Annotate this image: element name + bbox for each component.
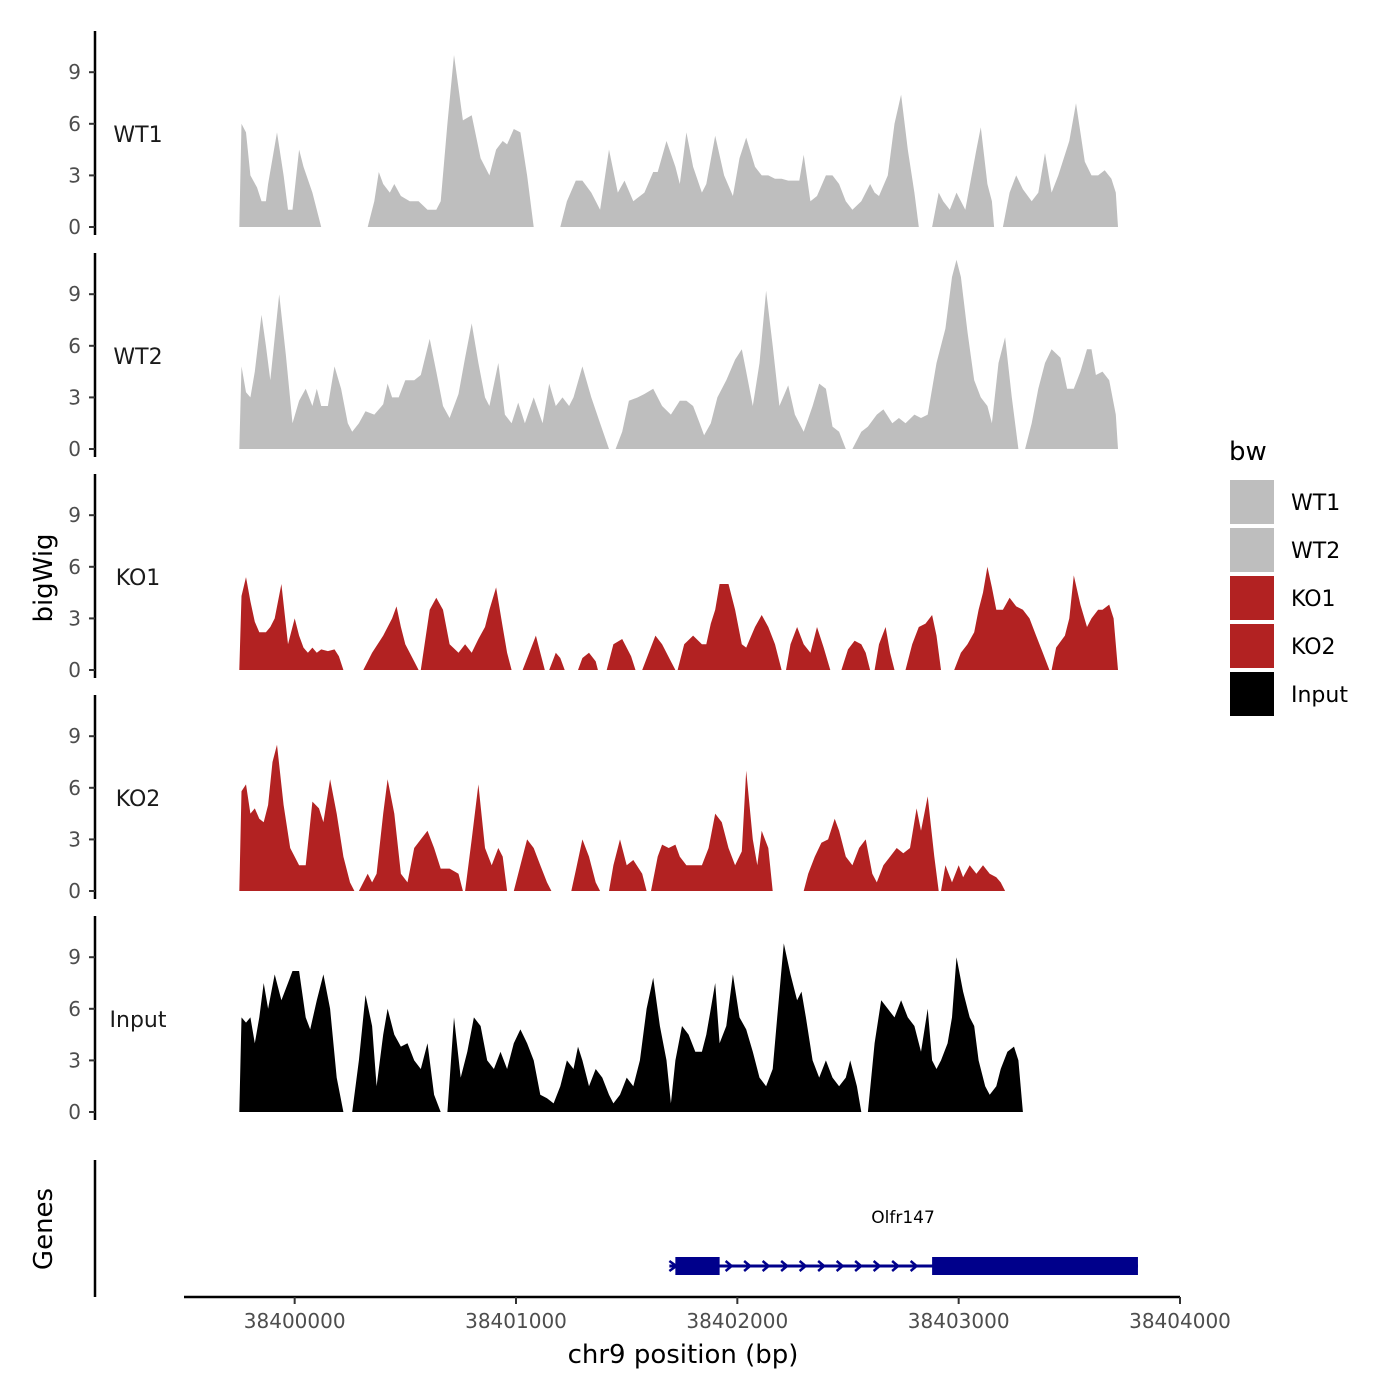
strand-arrow	[817, 1260, 827, 1272]
y-tick-label: 0	[68, 437, 81, 461]
y-tick-label: 9	[68, 60, 81, 84]
y-tick-label: 6	[68, 776, 81, 800]
legend-item-ko1: KO1	[1230, 576, 1336, 620]
legend-label: WT2	[1291, 539, 1340, 564]
x-tick-label: 38403000	[908, 1309, 1010, 1333]
legend-swatch	[1230, 528, 1274, 572]
legend-label: KO2	[1291, 635, 1336, 660]
legend-swatch	[1230, 576, 1274, 620]
genes-track-title: Genes	[29, 1188, 59, 1270]
y-tick-label: 3	[68, 827, 81, 851]
legend-title: bw	[1229, 437, 1267, 467]
legend-label: KO1	[1291, 587, 1336, 612]
y-tick-label: 0	[68, 215, 81, 239]
track-ko1: 0 3 6 9 KO1	[68, 474, 1119, 682]
y-tick-label: 0	[68, 1100, 81, 1124]
strand-arrow	[835, 1260, 845, 1272]
gene-exon	[932, 1257, 1138, 1275]
track-label: KO2	[116, 787, 161, 812]
y-tick-label: 6	[68, 112, 81, 136]
strand-arrow	[891, 1260, 901, 1272]
y-tick-label: 6	[68, 997, 81, 1021]
y-tick-label: 3	[68, 163, 81, 187]
strand-arrow	[872, 1260, 882, 1272]
gene-exon	[675, 1257, 720, 1275]
strand-arrow	[780, 1260, 790, 1272]
signal-area-ko2	[239, 744, 1006, 891]
legend-swatch	[1230, 480, 1274, 524]
legend-item-input: Input	[1230, 672, 1348, 716]
gene-label: Olfr147	[871, 1208, 935, 1228]
y-tick-label: 0	[68, 879, 81, 903]
x-tick-label: 38401000	[465, 1309, 567, 1333]
signal-area-input	[239, 943, 1023, 1112]
legend-swatch	[1230, 672, 1274, 716]
x-tick-label: 38404000	[1129, 1309, 1231, 1333]
track-wt1: 0 3 6 9 WT1	[68, 31, 1119, 239]
tracks-layer: 0 3 6 9 WT1 0 3 6 9 WT2 0 3 6 9 KO1 0 3 6 9 KO2 0 3 6 9 Input	[68, 31, 1119, 1124]
strand-arrow	[798, 1260, 808, 1272]
strand-arrow	[724, 1260, 734, 1272]
x-axis-title: chr9 position (bp)	[568, 1340, 799, 1370]
y-tick-label: 0	[68, 658, 81, 682]
track-label: KO1	[116, 566, 161, 591]
legend-item-wt2: WT2	[1230, 528, 1340, 572]
legend-label: Input	[1291, 683, 1348, 708]
x-tick-label: 38402000	[686, 1309, 788, 1333]
y-tick-label: 3	[68, 1048, 81, 1072]
strand-arrow	[743, 1260, 753, 1272]
gene-olfr147: Olfr147	[668, 1208, 1138, 1275]
y-tick-label: 6	[68, 334, 81, 358]
y-tick-label: 9	[68, 945, 81, 969]
strand-arrow	[761, 1260, 771, 1272]
signal-area-wt2	[239, 259, 1119, 449]
legend-swatch	[1230, 624, 1274, 668]
legend-item-wt1: WT1	[1230, 480, 1340, 524]
track-wt2: 0 3 6 9 WT2	[68, 253, 1119, 461]
signal-area-ko1	[239, 566, 1119, 670]
y-tick-label: 9	[68, 724, 81, 748]
strand-arrow	[909, 1260, 919, 1272]
signal-area-wt1	[239, 55, 1119, 227]
track-ko2: 0 3 6 9 KO2	[68, 695, 1006, 903]
track-label: Input	[110, 1008, 167, 1033]
x-axis: 38400000 38401000 38402000 38403000 38404000	[184, 1295, 1231, 1333]
y-tick-label: 3	[68, 385, 81, 409]
track-label: WT2	[113, 345, 162, 370]
y-tick-label: 3	[68, 606, 81, 630]
legend-label: WT1	[1291, 491, 1340, 516]
strand-arrow	[854, 1260, 864, 1272]
y-tick-label: 9	[68, 282, 81, 306]
y-tick-label: 9	[68, 503, 81, 527]
track-label: WT1	[113, 123, 162, 148]
genes-track: Olfr147	[93, 1160, 1138, 1297]
y-tick-label: 6	[68, 555, 81, 579]
legend: bw WT1 WT2 KO1 KO2 Input	[1229, 437, 1348, 716]
x-tick-label: 38400000	[244, 1309, 346, 1333]
track-input: 0 3 6 9 Input	[68, 916, 1023, 1124]
legend-item-ko2: KO2	[1230, 624, 1336, 668]
y-axis-title: bigWig	[29, 533, 59, 622]
